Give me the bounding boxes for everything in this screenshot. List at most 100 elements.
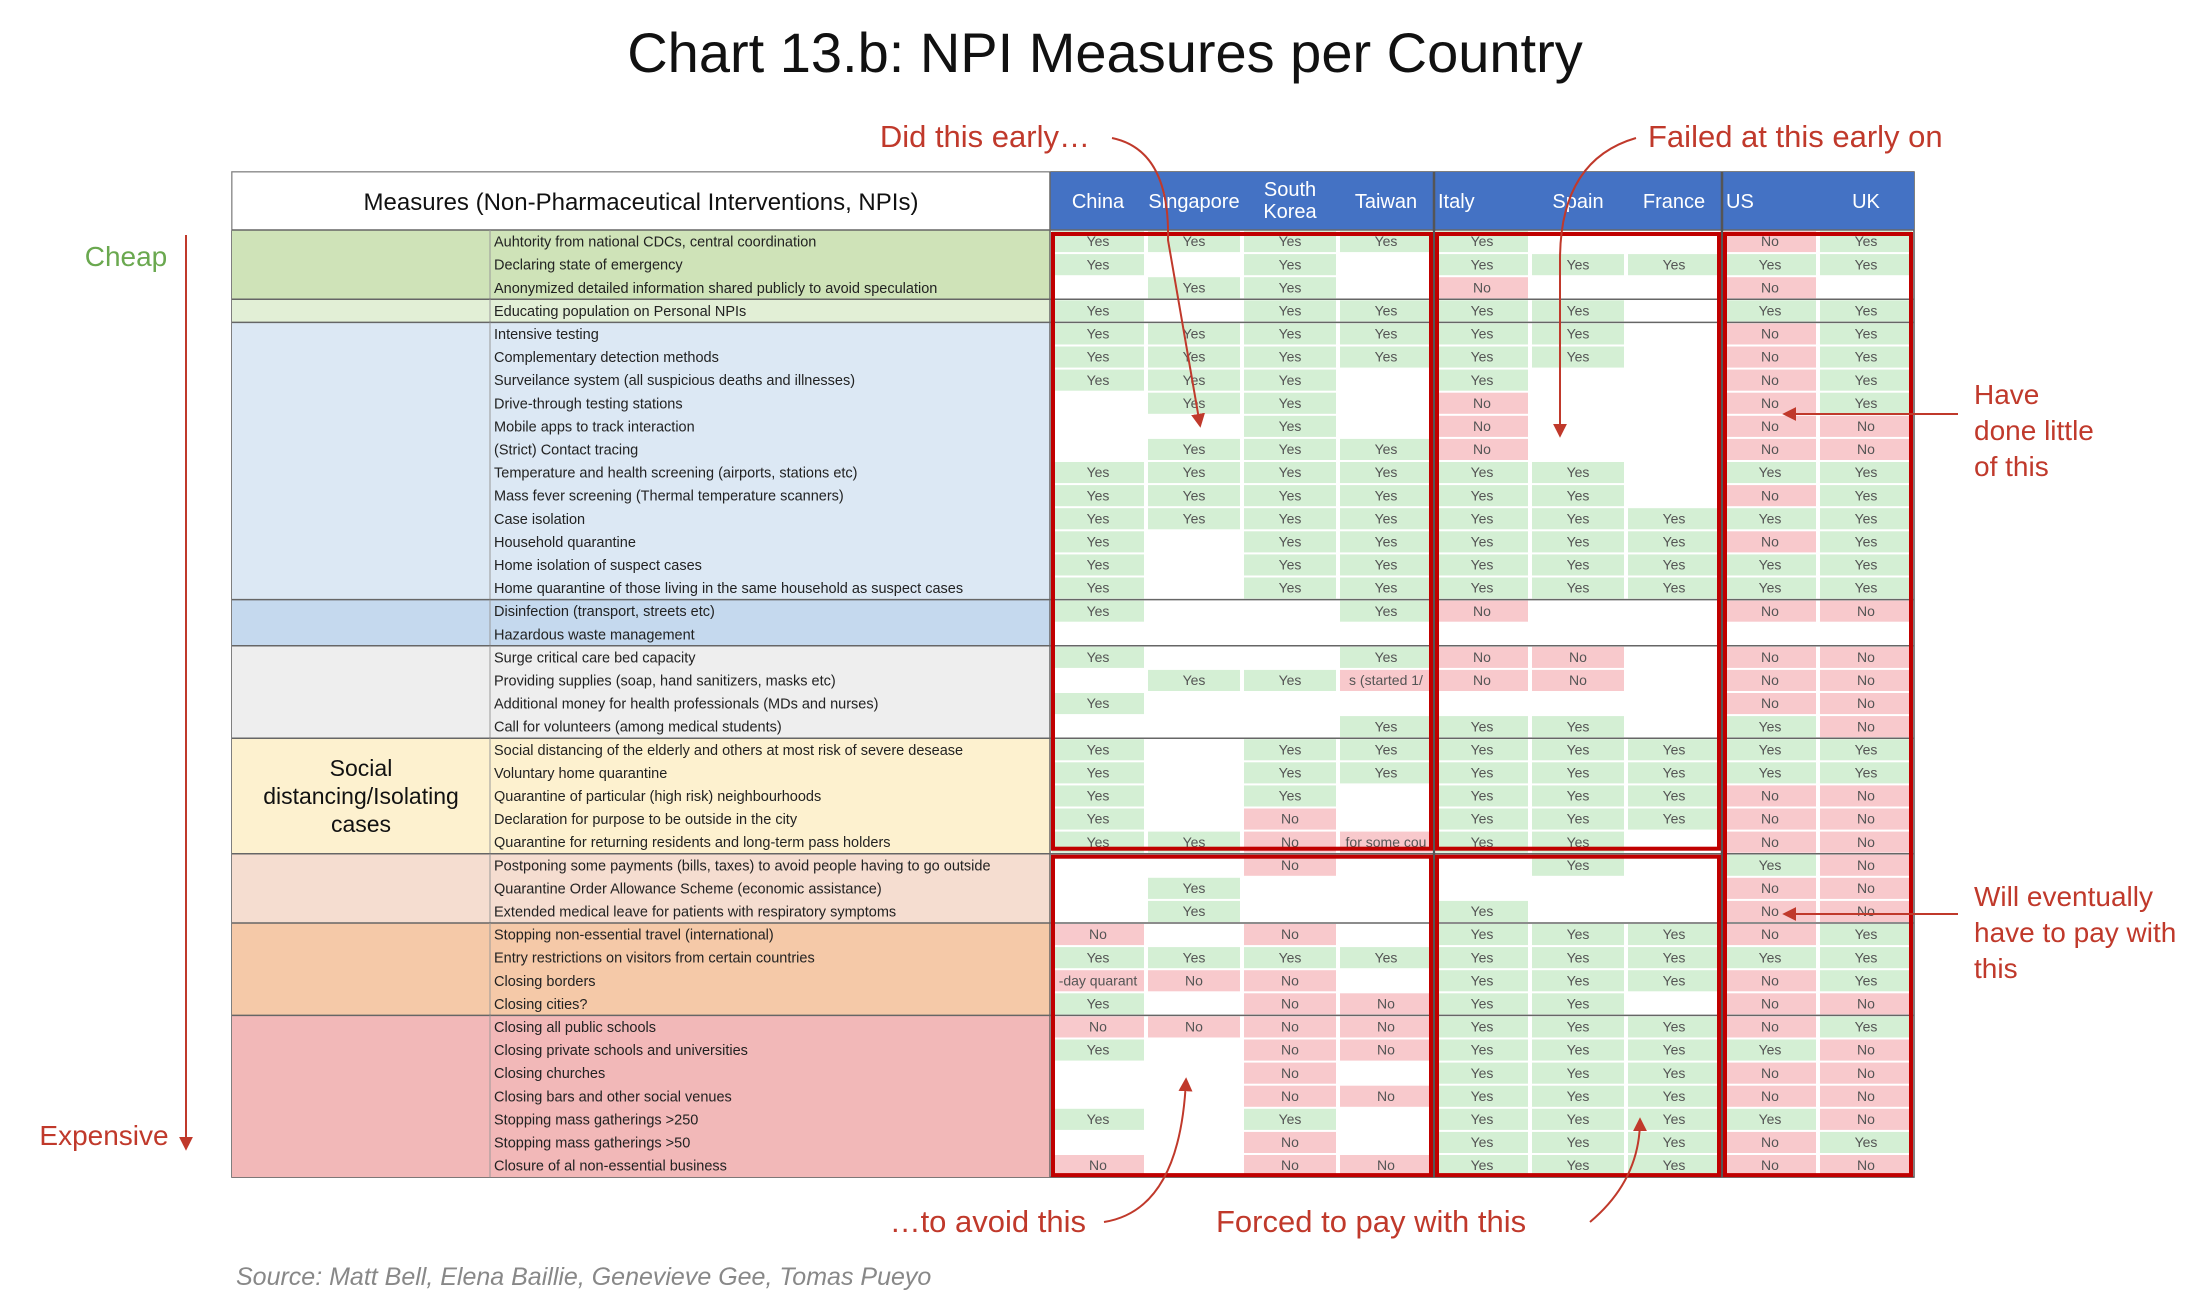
value-cell — [1244, 415, 1336, 437]
value-label: Yes — [1567, 741, 1590, 757]
value-label: Yes — [1375, 741, 1398, 757]
value-cell — [1628, 924, 1720, 946]
value-label: Yes — [1663, 788, 1686, 804]
value-label: No — [1857, 695, 1875, 711]
value-label: Yes — [1279, 372, 1302, 388]
value-label: No — [1281, 1019, 1299, 1035]
value-cell — [1724, 577, 1816, 599]
measure-label: Closing bars and other social venues — [494, 1089, 732, 1105]
value-label: Yes — [1471, 903, 1494, 919]
country-header: Singapore — [1148, 191, 1239, 213]
value-cell — [1436, 669, 1528, 691]
measure-label: Closing cities? — [494, 997, 588, 1013]
measure-label: Surveilance system (all suspicious death… — [494, 373, 855, 389]
value-label: Yes — [1087, 233, 1110, 249]
value-label: Yes — [1375, 649, 1398, 665]
value-label: Yes — [1471, 256, 1494, 272]
value-cell — [1244, 462, 1336, 484]
value-cell — [1052, 531, 1144, 553]
value-label: No — [1377, 1042, 1395, 1058]
value-label: Yes — [1087, 372, 1110, 388]
value-label: Yes — [1663, 1065, 1686, 1081]
value-cell — [1724, 924, 1816, 946]
value-label: Yes — [1183, 233, 1206, 249]
value-label: No — [1761, 533, 1779, 549]
value-cell — [1244, 947, 1336, 969]
value-cell — [1724, 346, 1816, 368]
value-cell — [1340, 485, 1432, 507]
annotation-cheap: Cheap — [85, 241, 168, 272]
value-cell — [1820, 300, 1912, 322]
value-cell — [1340, 762, 1432, 784]
value-label: Yes — [1087, 256, 1110, 272]
value-label: No — [1761, 349, 1779, 365]
value-label: Yes — [1279, 510, 1302, 526]
value-cell — [1052, 554, 1144, 576]
value-label: Yes — [1087, 557, 1110, 573]
measure-label: Temperature and health screening (airpor… — [494, 466, 858, 482]
value-label: Yes — [1087, 603, 1110, 619]
value-label: Yes — [1087, 788, 1110, 804]
value-cell — [1052, 970, 1144, 992]
value-label: Yes — [1855, 349, 1878, 365]
value-label: Yes — [1855, 972, 1878, 988]
value-cell — [1532, 346, 1624, 368]
value-cell — [1820, 600, 1912, 622]
measure-label: Quarantine Order Allowance Scheme (econo… — [494, 881, 882, 897]
country-header-bar — [1050, 172, 1914, 230]
value-cell — [1820, 392, 1912, 414]
value-cell — [1628, 762, 1720, 784]
value-cell — [1244, 1108, 1336, 1130]
value-cell — [1820, 1108, 1912, 1130]
measure-label: Home isolation of suspect cases — [494, 558, 702, 574]
value-label: Yes — [1759, 557, 1782, 573]
value-label: Yes — [1087, 580, 1110, 596]
value-cell — [1436, 254, 1528, 276]
value-cell — [1820, 1085, 1912, 1107]
value-cell — [1436, 462, 1528, 484]
value-label: Yes — [1183, 279, 1206, 295]
value-cell — [1820, 577, 1912, 599]
value-label: No — [1761, 788, 1779, 804]
value-label: No — [1281, 1157, 1299, 1173]
value-cell — [1244, 346, 1336, 368]
value-cell — [1820, 831, 1912, 853]
value-cell — [1052, 924, 1144, 946]
measure-label: Surge critical care bed capacity — [494, 650, 696, 666]
value-label: Yes — [1663, 1019, 1686, 1035]
value-label: Yes — [1375, 949, 1398, 965]
value-label: Yes — [1663, 811, 1686, 827]
value-cell — [1724, 1131, 1816, 1153]
value-cell — [1724, 1062, 1816, 1084]
country-header: US — [1726, 191, 1754, 213]
value-cell — [1340, 669, 1432, 691]
value-cell — [1820, 1062, 1912, 1084]
value-cell — [1436, 554, 1528, 576]
value-label: Yes — [1759, 256, 1782, 272]
value-label: Yes — [1567, 949, 1590, 965]
value-label: Yes — [1759, 949, 1782, 965]
value-cell — [1532, 1155, 1624, 1177]
value-label: Yes — [1375, 487, 1398, 503]
value-cell — [1244, 1155, 1336, 1177]
value-label: Yes — [1087, 326, 1110, 342]
value-label: Yes — [1567, 995, 1590, 1011]
value-label: Yes — [1855, 233, 1878, 249]
country-header: Spain — [1552, 191, 1603, 213]
value-label: Yes — [1375, 557, 1398, 573]
value-cell — [1052, 993, 1144, 1015]
value-label: No — [1473, 395, 1491, 411]
country-header: Taiwan — [1355, 191, 1417, 213]
value-cell — [1244, 1131, 1336, 1153]
value-cell — [1436, 577, 1528, 599]
value-label: Yes — [1183, 326, 1206, 342]
value-cell — [1820, 900, 1912, 922]
value-label: Yes — [1471, 972, 1494, 988]
measure-label: Home quarantine of those living in the s… — [494, 581, 963, 597]
value-label: No — [1281, 995, 1299, 1011]
country-header: Italy — [1438, 191, 1475, 213]
value-label: Yes — [1567, 718, 1590, 734]
value-cell — [1532, 1085, 1624, 1107]
value-cell — [1052, 808, 1144, 830]
value-label: No — [1377, 1019, 1395, 1035]
